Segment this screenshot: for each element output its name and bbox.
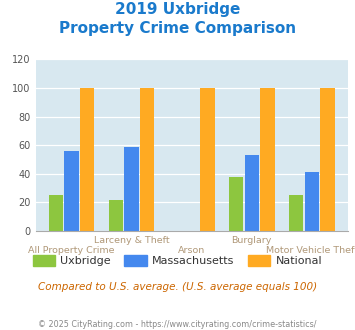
Bar bbox=[200, 88, 214, 231]
Bar bbox=[320, 88, 335, 231]
Text: Compared to U.S. average. (U.S. average equals 100): Compared to U.S. average. (U.S. average … bbox=[38, 282, 317, 292]
Text: Larceny & Theft: Larceny & Theft bbox=[94, 236, 169, 245]
Bar bbox=[49, 195, 63, 231]
Bar bbox=[140, 88, 154, 231]
Text: Property Crime Comparison: Property Crime Comparison bbox=[59, 21, 296, 36]
Text: Burglary: Burglary bbox=[231, 236, 272, 245]
Bar bbox=[289, 195, 304, 231]
Text: Arson: Arson bbox=[178, 246, 205, 255]
Bar bbox=[245, 155, 259, 231]
Bar bbox=[109, 200, 123, 231]
Text: 2019 Uxbridge: 2019 Uxbridge bbox=[115, 2, 240, 16]
Bar bbox=[305, 172, 319, 231]
Bar bbox=[124, 147, 139, 231]
Bar bbox=[229, 177, 244, 231]
Text: All Property Crime: All Property Crime bbox=[28, 246, 115, 255]
Bar bbox=[80, 88, 94, 231]
Bar bbox=[260, 88, 275, 231]
Legend: Uxbridge, Massachusetts, National: Uxbridge, Massachusetts, National bbox=[28, 251, 327, 271]
Text: Motor Vehicle Theft: Motor Vehicle Theft bbox=[266, 246, 355, 255]
Bar bbox=[64, 151, 79, 231]
Text: © 2025 CityRating.com - https://www.cityrating.com/crime-statistics/: © 2025 CityRating.com - https://www.city… bbox=[38, 320, 317, 329]
